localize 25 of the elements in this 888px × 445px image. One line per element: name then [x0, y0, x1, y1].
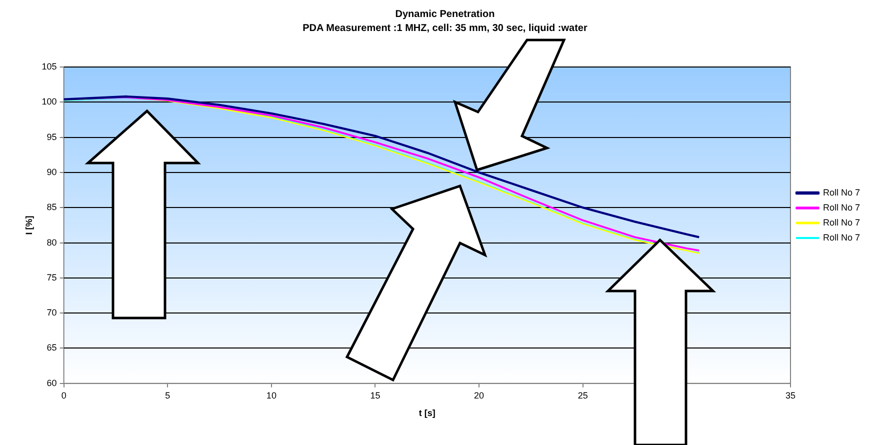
y-tick-label: 70: [46, 308, 57, 318]
y-tick-label: 75: [46, 272, 57, 282]
x-tick-label: 0: [61, 390, 66, 400]
x-tick-label: 15: [370, 390, 380, 400]
x-tick-label: 25: [578, 390, 588, 400]
y-tick-label: 80: [46, 237, 57, 248]
x-axis-title: t [s]: [418, 408, 436, 418]
x-tick-label: 20: [474, 390, 484, 400]
legend-label: Roll No 7: [822, 202, 860, 212]
x-tick-label: 5: [165, 390, 170, 400]
chart-title: Dynamic Penetration: [395, 8, 495, 20]
y-tick-label: 60: [46, 378, 57, 388]
chart-subtitle: PDA Measurement :1 MHZ, cell: 35 mm, 30 sec, liquid :water: [302, 22, 588, 34]
y-tick-label: 95: [46, 132, 57, 142]
legend-label: Roll No 7: [822, 217, 860, 228]
y-tick-label: 85: [46, 202, 57, 212]
y-tick-label: 100: [42, 96, 57, 107]
y-axis-title: I [%]: [24, 216, 34, 235]
y-tick-label: 90: [46, 166, 57, 177]
x-tick-label: 10: [266, 390, 276, 400]
legend-label: Roll No 7: [822, 187, 860, 198]
y-tick-label: 65: [46, 342, 57, 353]
legend-label: Roll No 7: [822, 232, 860, 242]
y-tick-label: 105: [42, 61, 57, 72]
x-tick-label: 35: [785, 390, 796, 400]
